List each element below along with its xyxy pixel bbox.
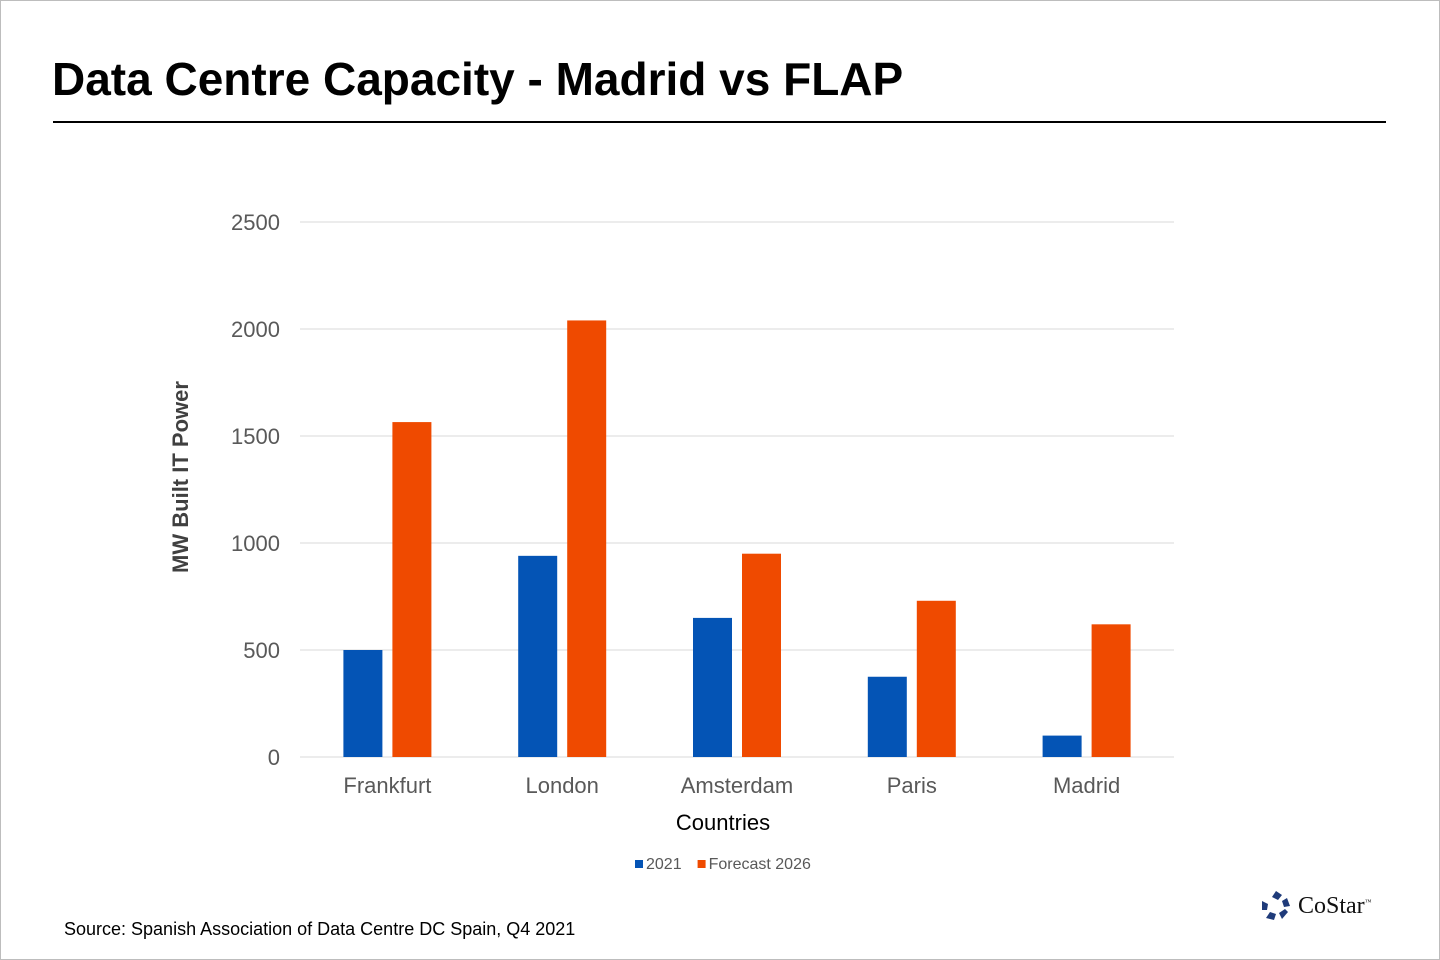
x-tick-label: Madrid — [1053, 773, 1120, 798]
page-title: Data Centre Capacity - Madrid vs FLAP — [52, 53, 904, 105]
source-note: Source: Spanish Association of Data Cent… — [64, 919, 576, 939]
x-tick-label: Frankfurt — [343, 773, 431, 798]
legend-label: Forecast 2026 — [709, 856, 811, 873]
legend-swatch — [697, 860, 706, 868]
bar-madrid-2021 — [1042, 735, 1082, 757]
x-tick-label: Paris — [887, 773, 937, 798]
costar-logo: CoStar™ — [1260, 890, 1372, 922]
y-tick-label: 1000 — [231, 531, 280, 556]
logo-tm: ™ — [1364, 897, 1372, 906]
y-tick-label: 500 — [243, 638, 280, 663]
logo-text: CoStar — [1298, 892, 1365, 919]
bar-frankfurt-2021 — [343, 650, 383, 757]
legend-swatch — [635, 860, 643, 868]
bar-paris-forecast — [916, 600, 956, 757]
y-tick-label: 0 — [268, 745, 280, 770]
x-tick-label: London — [525, 773, 598, 798]
y-tick-label: 1500 — [231, 424, 280, 449]
legend-label: 2021 — [646, 856, 682, 873]
bar-amsterdam-forecast — [742, 553, 781, 757]
bar-london-forecast — [567, 320, 607, 757]
y-tick-label: 2000 — [231, 317, 280, 342]
bar-paris-2021 — [867, 676, 907, 757]
bar-london-2021 — [518, 555, 558, 757]
bar-amsterdam-2021 — [693, 617, 732, 757]
y-axis-label: MW Built IT Power — [168, 381, 193, 573]
title-divider — [53, 121, 1386, 123]
y-tick-label: 2500 — [231, 210, 280, 235]
costar-star-icon — [1262, 891, 1290, 920]
x-tick-label: Amsterdam — [681, 773, 793, 798]
bar-madrid-forecast — [1091, 624, 1131, 757]
x-axis-label: Countries — [676, 810, 770, 835]
bar-frankfurt-forecast — [392, 422, 432, 757]
